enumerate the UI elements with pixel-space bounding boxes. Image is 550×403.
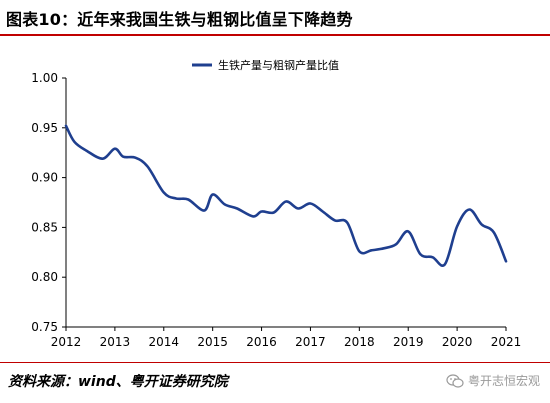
- y-tick-label: 0.95: [31, 121, 58, 135]
- axes: [65, 78, 506, 328]
- legend-label: 生铁产量与粗钢产量比值: [218, 58, 339, 72]
- series-line: [64, 124, 508, 267]
- line-chart: 0.750.800.850.900.951.00 2012 2013 2014 201…: [31, 58, 522, 349]
- x-tick-label: 2016: [246, 335, 277, 349]
- y-axis-ticks: 0.75 0.80 0.85 0.90 0.95 1.00: [31, 71, 66, 334]
- watermark: 粤开志恒宏观: [446, 372, 540, 389]
- x-tick-label: 2013: [100, 335, 131, 349]
- x-axis-ticks: 2012 2013 2014 2015 2016 2017 2018 2019 2020 2021: [51, 327, 522, 349]
- x-tick-label: 2014: [149, 335, 180, 349]
- y-tick-label: 0.80: [31, 270, 58, 284]
- chart-title: 图表10：近年来我国生铁与粗钢比值呈下降趋势: [6, 10, 353, 29]
- x-tick-label: 2017: [295, 335, 326, 349]
- series-layer: [64, 124, 508, 267]
- x-tick-label: 2015: [197, 335, 228, 349]
- watermark-text: 粤开志恒宏观: [467, 374, 540, 388]
- x-tick-label: 2018: [344, 335, 375, 349]
- x-tick-label: 2020: [442, 335, 473, 349]
- y-tick-label: 0.85: [31, 220, 58, 234]
- title-divider: [0, 34, 550, 36]
- y-tick-label: 0.75: [31, 320, 58, 334]
- wechat-icon: [446, 373, 464, 388]
- source-note: 资料来源：wind、粤开证券研究院: [8, 374, 228, 390]
- x-tick-label: 2012: [51, 335, 82, 349]
- y-tick-label: 0.90: [31, 171, 58, 185]
- legend: 生铁产量与粗钢产量比值: [192, 58, 339, 72]
- y-tick-label: 1.00: [31, 71, 58, 85]
- x-tick-label: 2019: [393, 335, 424, 349]
- source-divider: [0, 362, 550, 363]
- x-tick-label: 2021: [491, 335, 522, 349]
